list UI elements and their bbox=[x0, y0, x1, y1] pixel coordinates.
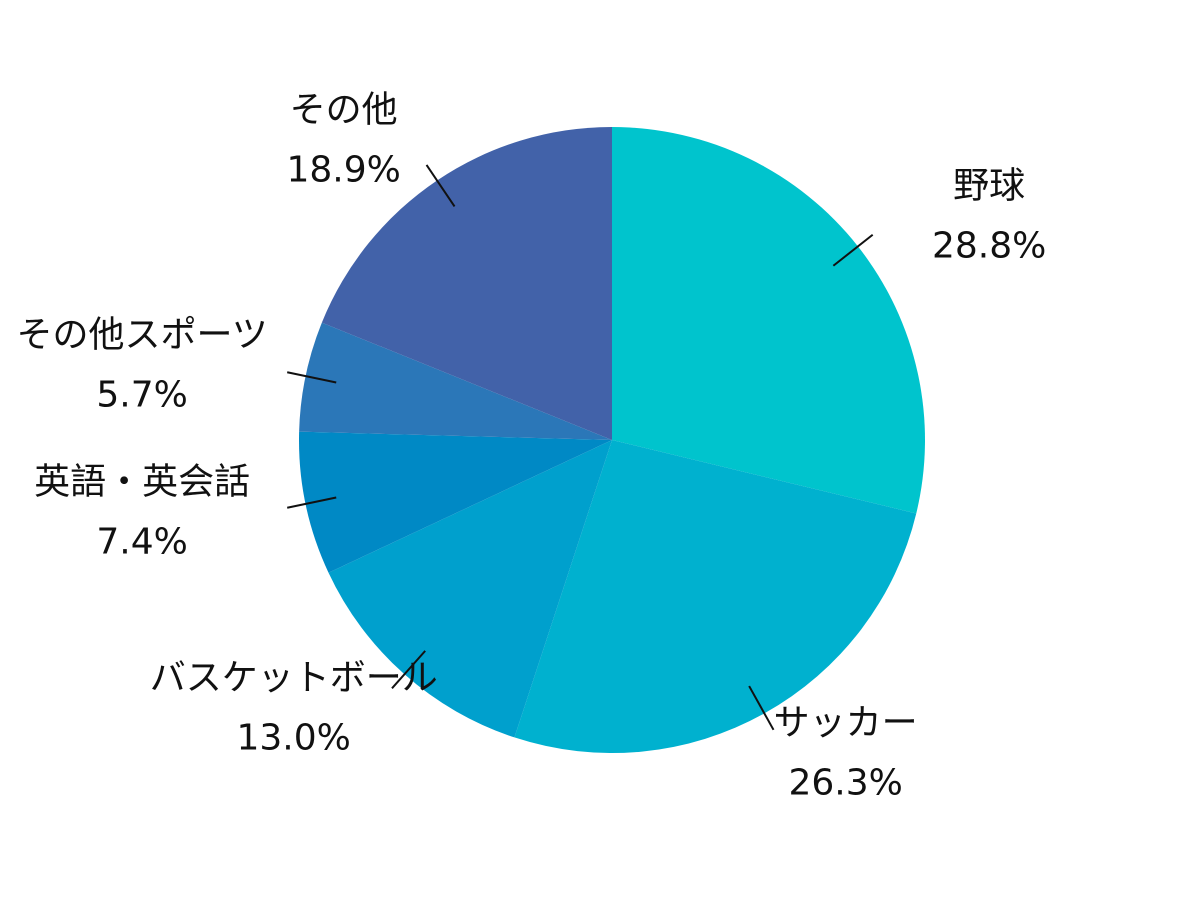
leader-line bbox=[748, 685, 775, 731]
leader-line bbox=[391, 650, 426, 690]
pie-slice bbox=[298, 431, 612, 573]
pie-slice bbox=[299, 322, 612, 440]
category-label: バスケットボール bbox=[150, 657, 438, 698]
pie-slice bbox=[321, 127, 612, 440]
category-label: その他 bbox=[290, 89, 398, 130]
value-label: 26.3% bbox=[788, 762, 902, 803]
category-label: サッカー bbox=[774, 702, 918, 743]
value-label: 7.4% bbox=[96, 521, 187, 562]
value-label: 18.9% bbox=[286, 149, 400, 190]
value-label: 13.0% bbox=[237, 717, 351, 758]
pie-slice bbox=[514, 440, 917, 753]
leader-line bbox=[832, 233, 874, 267]
pie-slice bbox=[328, 440, 612, 738]
pie-slice bbox=[612, 127, 925, 514]
value-label: 28.8% bbox=[932, 225, 1046, 266]
leader-line bbox=[425, 164, 456, 207]
category-label: その他スポーツ bbox=[16, 315, 267, 356]
category-label: 野球 bbox=[953, 165, 1025, 206]
value-label: 5.7% bbox=[96, 375, 187, 416]
leader-line bbox=[287, 371, 337, 384]
category-label: 英語・英会話 bbox=[34, 461, 250, 502]
leader-line bbox=[287, 496, 337, 509]
